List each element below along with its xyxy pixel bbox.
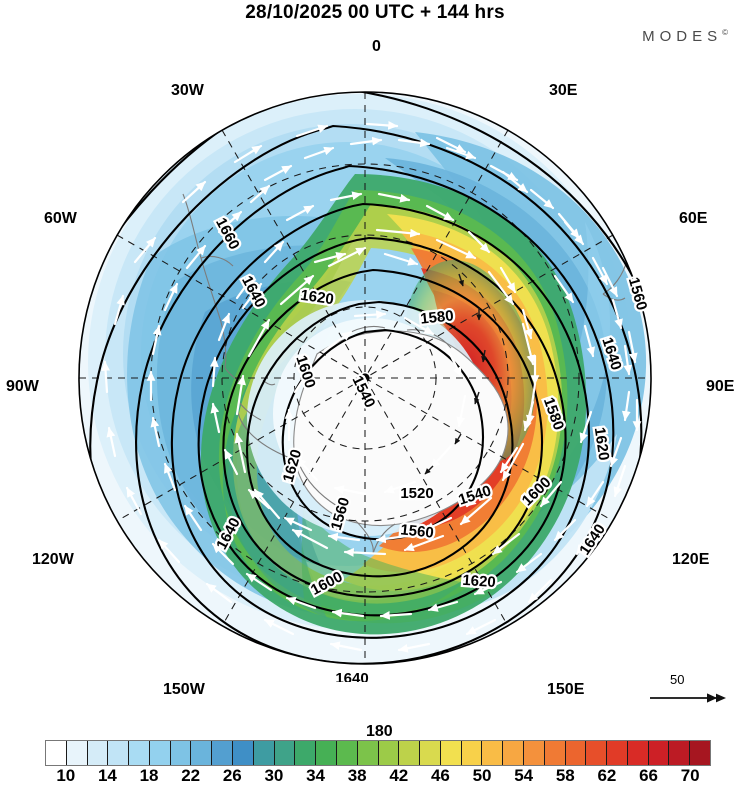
lon-label-30e: 30E xyxy=(549,82,578,99)
colorbar-cell xyxy=(461,741,483,765)
svg-text:1620: 1620 xyxy=(462,572,496,591)
colorbar-cell xyxy=(565,741,587,765)
modes-logo: MODES© xyxy=(642,28,728,45)
colorbar-cell xyxy=(523,741,545,765)
page-title: 28/10/2025 00 UTC + 144 hrs xyxy=(245,2,505,23)
colorbar-tick: 38 xyxy=(347,766,367,785)
svg-text:1560: 1560 xyxy=(400,521,435,541)
colorbar-tick-labels: 10 14 18 22 26 30 34 38 42 46 50 54 58 62 66 70 xyxy=(45,766,711,786)
svg-text:1520: 1520 xyxy=(400,485,433,502)
svg-text:1640: 1640 xyxy=(335,670,368,682)
colorbar-cell xyxy=(274,741,296,765)
colorbar-tick: 30 xyxy=(264,766,284,785)
colorbar-tick: 10 xyxy=(56,766,76,785)
svg-text:1620: 1620 xyxy=(591,426,612,461)
colorbar-cell xyxy=(295,741,317,765)
colorbar-cell xyxy=(108,741,130,765)
lon-label-120e: 120E xyxy=(672,551,710,568)
svg-text:1640: 1640 xyxy=(335,670,368,682)
colorbar-cell xyxy=(336,741,358,765)
lon-label-90w: 90W xyxy=(6,378,39,395)
lon-label-60w: 60W xyxy=(44,210,77,227)
lon-label-30w: 30W xyxy=(171,82,204,99)
lon-label-90e: 90E xyxy=(706,378,735,395)
colorbar-cell xyxy=(586,741,608,765)
colorbar-tick: 14 xyxy=(97,766,117,785)
svg-text:1620: 1620 xyxy=(462,572,496,591)
colorbar-cell xyxy=(440,741,462,765)
colorbar-tick: 18 xyxy=(139,766,159,785)
colorbar-cell xyxy=(648,741,670,765)
colorbar: 10 14 18 22 26 30 34 38 42 46 50 54 58 62 66 70 xyxy=(45,740,711,785)
colorbar-cell xyxy=(87,741,109,765)
colorbar-cell xyxy=(212,741,234,765)
colorbar-cell xyxy=(627,741,649,765)
colorbar-tick: 62 xyxy=(597,766,617,785)
colorbar-tick: 50 xyxy=(472,766,492,785)
wind-scale-arrow-icon xyxy=(650,693,726,703)
colorbar-tick: 46 xyxy=(430,766,450,785)
colorbar-cell xyxy=(420,741,441,765)
core-markers xyxy=(424,273,487,475)
colorbar-cell xyxy=(149,741,171,765)
colorbar-cell xyxy=(66,741,88,765)
colorbar-tick: 54 xyxy=(514,766,534,785)
colorbar-tick: 58 xyxy=(555,766,575,785)
colorbar-cell xyxy=(191,741,213,765)
colorbar-tick: 66 xyxy=(639,766,659,785)
colorbar-cell xyxy=(129,741,150,765)
colorbar-tick: 22 xyxy=(181,766,201,785)
colorbar-cell xyxy=(378,741,400,765)
colorbar-cell xyxy=(690,741,710,765)
map-field xyxy=(79,92,651,664)
colorbar-cell xyxy=(357,741,379,765)
wind-scale-value: 50 xyxy=(670,672,685,687)
wind-vectors xyxy=(101,121,642,653)
wind-scale-reference: 50 xyxy=(648,672,734,712)
svg-text:1580: 1580 xyxy=(419,307,454,327)
colorbar-cell xyxy=(503,741,524,765)
lon-label-0: 0 xyxy=(372,38,381,55)
colorbar-cell xyxy=(669,741,691,765)
colorbar-tick: 70 xyxy=(680,766,700,785)
colorbar-cell xyxy=(253,741,275,765)
colorbar-cell xyxy=(544,741,566,765)
polar-stereographic-map: 1660 1660 1640 1640 1620 1620 1580 1580 1560 1560… xyxy=(55,62,675,682)
colorbar-cell xyxy=(233,741,254,765)
lon-label-150e: 150E xyxy=(547,681,585,698)
colorbar-cell xyxy=(170,741,192,765)
colorbar-tick: 34 xyxy=(306,766,326,785)
brand-name: MODES xyxy=(642,28,723,45)
colorbar-cell xyxy=(46,741,67,765)
colorbar-cell xyxy=(316,741,337,765)
lon-label-150w: 150W xyxy=(163,681,205,698)
svg-text:1520: 1520 xyxy=(400,485,433,502)
colorbar-tick: 26 xyxy=(222,766,242,785)
svg-text:1620: 1620 xyxy=(299,287,334,308)
colorbar-cell xyxy=(399,741,421,765)
lon-label-60e: 60E xyxy=(679,210,708,227)
colorbar-cells xyxy=(45,740,711,766)
colorbar-tick: 42 xyxy=(389,766,409,785)
lon-label-120w: 120W xyxy=(32,551,74,568)
globe-outline xyxy=(78,91,652,665)
colorbar-cell xyxy=(482,741,504,765)
registered-mark-icon: © xyxy=(722,28,728,37)
colorbar-cell xyxy=(607,741,628,765)
south-pole-marker xyxy=(360,373,370,383)
lon-label-180: 180 xyxy=(366,723,393,740)
coastlines xyxy=(182,157,651,664)
